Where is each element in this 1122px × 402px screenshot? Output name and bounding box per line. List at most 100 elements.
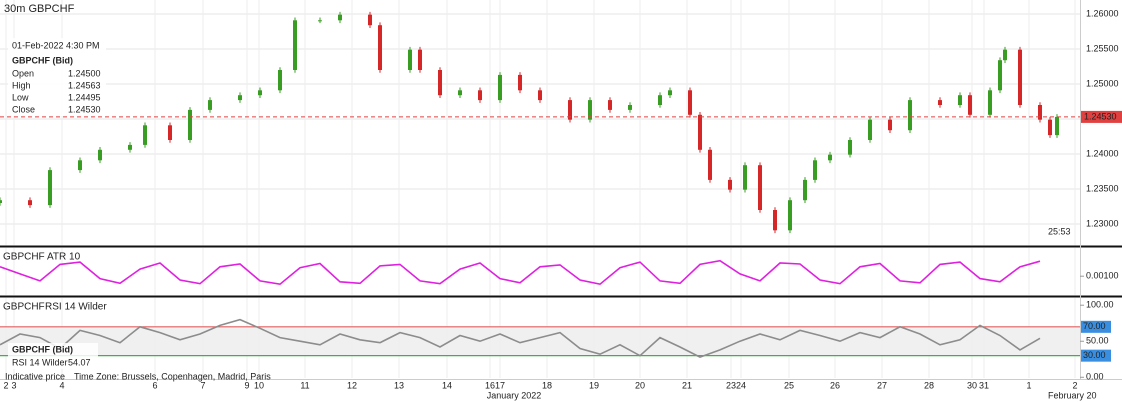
candle-body xyxy=(1048,119,1052,136)
indicator-name: ATR 10 xyxy=(47,252,81,263)
info-value: 1.24530 xyxy=(68,104,101,114)
info-label: Open xyxy=(12,68,34,78)
legend-box xyxy=(8,343,98,369)
price-type: Indicative price xyxy=(5,371,65,381)
timezone: Time Zone: Brussels, Copenhagen, Madrid,… xyxy=(74,371,271,381)
candle-body xyxy=(998,60,1002,91)
candle-body xyxy=(28,200,32,206)
info-box xyxy=(8,38,106,116)
indicator-line xyxy=(0,259,1041,286)
candle-body xyxy=(143,125,147,145)
y-tick-label: 1.23500 xyxy=(1086,183,1119,193)
candle-body xyxy=(238,95,242,101)
level-label: 30.00 xyxy=(1083,350,1106,360)
candle-body xyxy=(258,90,262,96)
candle-body xyxy=(743,165,747,190)
chart-title: 30m GBPCHF xyxy=(4,3,75,15)
y-tick-label: 100.00 xyxy=(1086,300,1114,310)
x-tick-label: 11 xyxy=(300,380,309,390)
candle-body xyxy=(478,90,482,101)
candle-body xyxy=(938,100,942,105)
x-tick-label: 26 xyxy=(830,380,840,390)
x-tick-label: 23 xyxy=(726,380,736,390)
info-label: High xyxy=(12,80,31,90)
candle-body xyxy=(168,125,172,140)
x-tick-label: 2 xyxy=(1072,380,1077,390)
info-value: 1.24563 xyxy=(68,80,101,90)
candle-body xyxy=(458,90,462,96)
x-tick-label: 19 xyxy=(589,380,599,390)
candle-body xyxy=(888,119,892,131)
info-value: 1.24500 xyxy=(68,68,101,78)
candle-body xyxy=(728,179,732,190)
level-band xyxy=(0,326,1080,356)
candle-body xyxy=(608,100,612,110)
candle-body xyxy=(773,210,777,231)
candle-body xyxy=(668,90,672,96)
candle-body xyxy=(1018,49,1022,105)
level-tag xyxy=(1081,320,1111,333)
x-tick-label: 24 xyxy=(736,380,746,390)
x-tick-label: 30 xyxy=(967,380,977,390)
x-tick-label: 25 xyxy=(784,380,794,390)
panel-symbol: GBPCHF xyxy=(3,252,45,263)
candle-body xyxy=(803,179,807,201)
candle-body xyxy=(698,114,702,150)
y-tick-label: 1.23000 xyxy=(1086,218,1119,228)
candle-body xyxy=(1003,49,1007,61)
x-tick-label: 12 xyxy=(347,380,357,390)
indicator-name: RSI 14 Wilder xyxy=(45,302,107,313)
level-tag xyxy=(1081,349,1111,362)
candle-body xyxy=(128,144,132,150)
candle-body xyxy=(813,160,817,180)
month-label: February 20 xyxy=(1048,390,1097,400)
x-tick-label: 17 xyxy=(495,380,505,390)
level-label: 70.00 xyxy=(1083,321,1106,331)
candle-body xyxy=(848,140,852,155)
candle-body xyxy=(658,95,662,105)
candle-body xyxy=(758,165,762,210)
info-value: 1.24495 xyxy=(68,92,101,102)
candle-body xyxy=(208,100,212,110)
candle-body xyxy=(968,95,972,115)
candle-body xyxy=(958,95,962,105)
x-tick-label: 28 xyxy=(924,380,934,390)
info-label: Low xyxy=(12,92,29,102)
candle-body xyxy=(568,100,572,120)
candle-body xyxy=(498,74,502,101)
candle-body xyxy=(293,20,297,70)
x-tick-label: 3 xyxy=(11,380,16,390)
candle-body xyxy=(538,90,542,101)
info-label: Close xyxy=(12,104,35,114)
month-label: January 2022 xyxy=(487,390,542,400)
legend-value: 54.07 xyxy=(68,357,91,367)
candle-body xyxy=(708,149,712,180)
candle-body xyxy=(988,90,992,115)
candle-body xyxy=(378,25,382,70)
x-tick-label: 7 xyxy=(200,380,205,390)
candle-body xyxy=(868,119,872,140)
candle-body xyxy=(908,100,912,131)
countdown: 25:53 xyxy=(1048,226,1071,236)
candle-body xyxy=(1038,105,1042,120)
x-tick-label: 18 xyxy=(542,380,552,390)
grid xyxy=(0,0,1080,378)
x-tick-label: 13 xyxy=(394,380,404,390)
y-tick-label: 0.00100 xyxy=(1086,271,1119,281)
last-price-tag xyxy=(1081,110,1122,123)
x-tick-label: 9 xyxy=(244,380,249,390)
candle-body xyxy=(318,20,322,22)
x-tick-label: 10 xyxy=(254,380,264,390)
y-tick-label: 0.00 xyxy=(1086,372,1104,382)
candle-body xyxy=(98,149,102,161)
x-tick-label: 2 xyxy=(3,380,8,390)
x-tick-label: 20 xyxy=(635,380,645,390)
last-price-label: 1.24530 xyxy=(1084,111,1117,121)
marks xyxy=(0,11,1080,358)
y-tick-label: 50.00 xyxy=(1086,336,1109,346)
x-tick-label: 31 xyxy=(979,380,989,390)
candle-body xyxy=(588,100,592,120)
candle-body xyxy=(418,49,422,70)
x-tick-label: 1 xyxy=(1026,380,1031,390)
